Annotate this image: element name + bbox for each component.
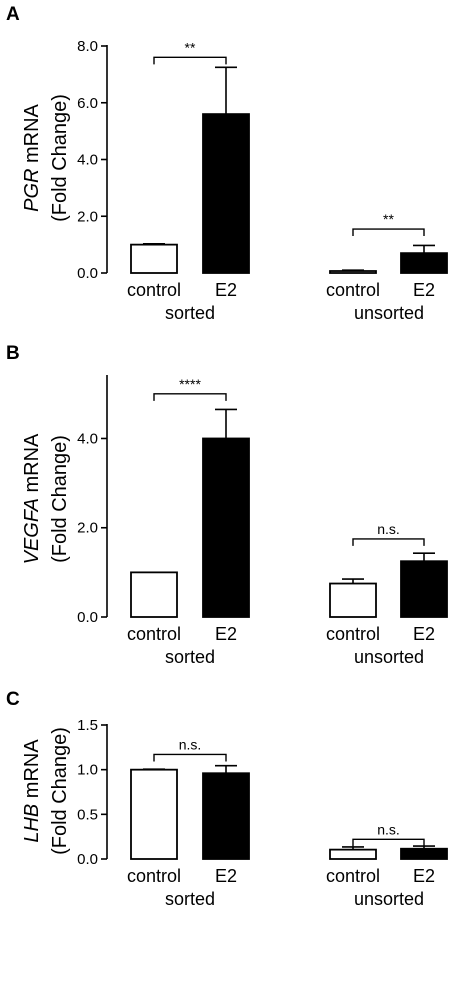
x-group-label: unsorted [354,303,424,323]
significance-bracket [352,228,425,237]
x-category-label: control [127,624,181,644]
significance-bracket [153,393,227,401]
x-category-label: control [326,866,380,886]
x-group-label: sorted [165,889,215,909]
significance-bracket [153,753,227,762]
chart-panel-a: A PGR mRNA (Fold Change) 0.0 2.0 4.0 6.0 8.0 con… [6,4,448,323]
x-group-label: sorted [165,303,215,323]
y-axis-gene-name: VEGFA [21,498,43,564]
x-category-label: E2 [215,280,237,300]
y-tick-label: 6.0 [77,95,98,112]
significance-label: ** [383,211,394,227]
chart-panel-c: C LHB mRNA (Fold Change) 0.0 0.5 1.0 1.5 contro… [6,689,448,909]
chart-panel-b: B VEGFA mRNA (Fold Change) 0.0 2.0 4.0 control… [6,343,448,667]
bar-1 [130,571,178,618]
bar-2 [202,772,250,860]
significance-bracket [352,538,425,546]
x-category-label: E2 [413,866,435,886]
x-category-label: E2 [215,624,237,644]
y-tick-label: 1.5 [77,717,98,734]
x-category-label: control [127,280,181,300]
significance-label: n.s. [179,736,202,752]
y-axis-label: VEGFA mRNA [21,433,43,564]
y-axis-unit: mRNA [21,103,43,168]
y-tick-label: 0.5 [77,806,98,823]
significance-bracket [352,838,425,847]
significance-bracket [153,56,227,65]
y-tick-label: 4.0 [77,152,98,169]
x-group-label: unsorted [354,647,424,667]
bar-1 [130,768,178,860]
x-group-label: unsorted [354,889,424,909]
bar-2 [202,437,250,618]
bar-3 [329,582,377,618]
bar-2 [202,113,250,274]
panel-label: B [6,343,20,364]
x-group-label: sorted [165,647,215,667]
y-tick-label: 1.0 [77,762,98,779]
y-axis-gene-name: LHB [21,804,43,843]
significance-label: ** [185,39,196,55]
y-axis-label-line2: (Fold Change) [49,435,71,563]
y-tick-label: 0.0 [77,265,98,282]
bar-3 [329,270,377,274]
panel-label: C [6,689,20,710]
x-category-label: control [326,624,380,644]
panel-label: A [6,4,20,25]
significance-label: n.s. [377,821,400,837]
y-tick-label: 4.0 [77,430,98,447]
y-axis-label: PGR mRNA [21,103,43,211]
y-tick-label: 0.0 [77,851,98,868]
bar-3 [329,848,377,860]
x-category-label: E2 [413,624,435,644]
y-tick-label: 2.0 [77,520,98,537]
x-category-label: control [326,280,380,300]
bar-4 [400,252,448,274]
x-category-label: E2 [215,866,237,886]
y-tick-label: 8.0 [77,38,98,55]
y-axis-label-line2: (Fold Change) [49,94,71,222]
bar-1 [130,243,178,274]
y-tick-label: 0.0 [77,609,98,626]
significance-label: **** [179,376,201,392]
y-axis-gene-name: PGR [21,169,43,212]
bar-4 [400,560,448,618]
y-axis-label: LHB mRNA [21,739,43,843]
y-axis-unit: mRNA [21,433,43,498]
y-tick-label: 2.0 [77,208,98,225]
x-category-label: control [127,866,181,886]
x-category-label: E2 [413,280,435,300]
y-axis-unit: mRNA [21,739,43,804]
significance-label: n.s. [377,521,400,537]
bar-4 [400,847,448,860]
y-axis-label-line2: (Fold Change) [49,727,71,855]
